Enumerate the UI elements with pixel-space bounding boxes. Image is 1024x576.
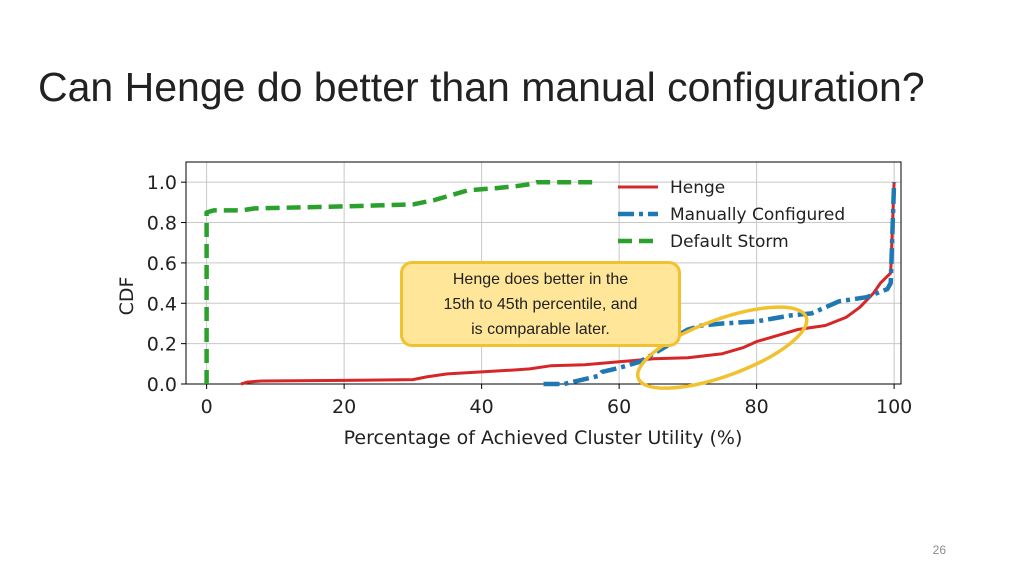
- y-tick-label: 0.0: [147, 374, 177, 396]
- slide-title: Can Henge do better than manual configur…: [38, 64, 925, 110]
- series-line-2: [204, 179, 599, 384]
- y-tick-label: 0.8: [147, 213, 177, 235]
- legend-label-1: Manually Configured: [670, 205, 845, 225]
- y-tick-label: 0.4: [147, 293, 177, 315]
- highlight-ellipse-shape: [635, 305, 809, 390]
- x-tick-label: 60: [607, 396, 631, 418]
- x-tick-label: 20: [332, 396, 356, 418]
- chart-legend: Henge Manually Configured Default Storm: [618, 178, 845, 252]
- x-tick-label: 80: [745, 396, 769, 418]
- callout-line-2: 15th to 45th percentile, and: [443, 295, 638, 313]
- legend-label-2: Default Storm: [670, 232, 789, 252]
- x-tick-label: 0: [201, 396, 213, 418]
- y-tick-label: 0.2: [147, 334, 177, 356]
- series-line-0: [240, 182, 896, 386]
- callout-line-3: is comparable later.: [471, 320, 610, 338]
- legend-label-0: Henge: [670, 178, 725, 198]
- x-axis-label: Percentage of Achieved Cluster Utility (…: [344, 427, 743, 449]
- page-number: 26: [932, 543, 946, 557]
- y-axis: 0.0 0.2 0.4 0.6 0.8 1.0: [147, 172, 186, 396]
- callout-box: Henge does better in the 15th to 45th pe…: [400, 261, 681, 347]
- x-tick-label: 40: [470, 396, 494, 418]
- highlight-ellipse: [635, 305, 809, 390]
- y-tick-label: 0.6: [147, 253, 177, 275]
- callout-line-1: Henge does better in the: [452, 270, 629, 288]
- y-tick-label: 1.0: [147, 172, 177, 194]
- x-tick-label: 100: [876, 396, 912, 418]
- x-axis: 0 20 40 60 80 100: [201, 384, 912, 418]
- y-axis-label: CDF: [116, 277, 138, 316]
